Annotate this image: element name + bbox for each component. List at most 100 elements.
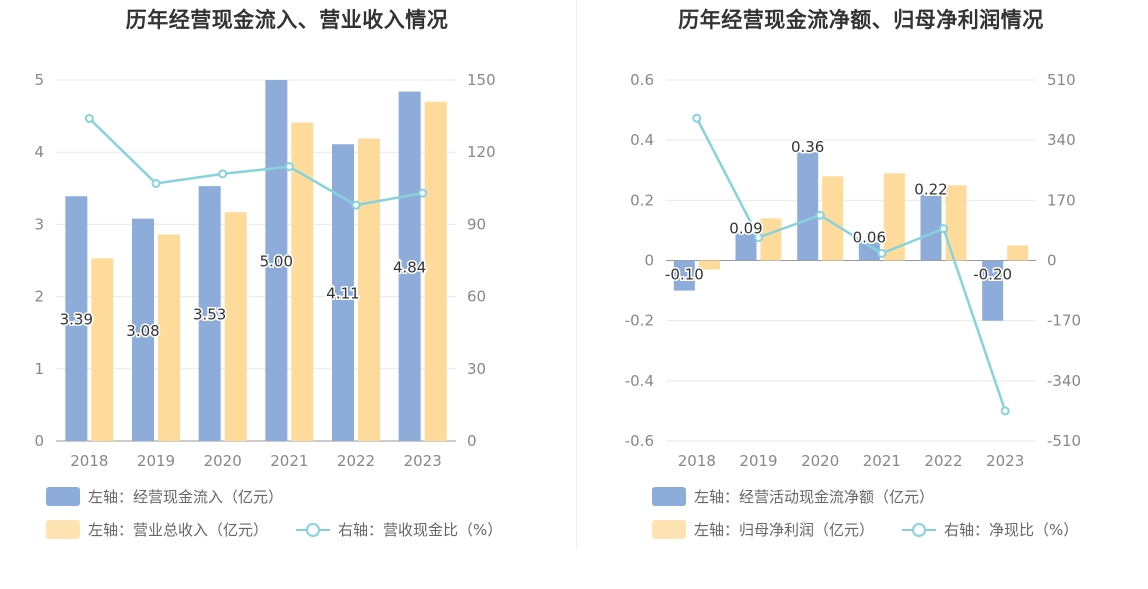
y-left-tick-label: 3	[34, 215, 44, 233]
bar-series-1	[65, 196, 88, 441]
bar-series-2	[291, 122, 314, 442]
bar-series-1	[332, 144, 354, 441]
bar-series-1	[132, 218, 154, 441]
y-right-tick-label: 340	[1047, 131, 1076, 149]
data-label: 0.36	[791, 138, 824, 156]
y-left-tick-label: 4	[34, 143, 44, 161]
y-left-tick-label: 5	[34, 71, 44, 89]
y-left-tick-label: 0.4	[630, 131, 654, 149]
legend-item-net-cash-ratio[interactable]: 右轴：净现比（%）	[902, 519, 1078, 540]
legend-item-ratio[interactable]: 右轴：营收现金比（%）	[296, 519, 502, 540]
x-tick-label: 2020	[204, 452, 242, 470]
y-right-tick-label: 30	[467, 360, 486, 378]
chart-panel-right: 历年经营现金流净额、归母净利润情况 -0.6 -0.4 -0.2 0 0.2 0.4 0.6…	[574, 0, 1148, 589]
chart-title: 历年经营现金流入、营业收入情况	[125, 8, 449, 32]
legend-label: 左轴：归母净利润（亿元）	[694, 521, 875, 539]
y-right-tick-label: -340	[1047, 372, 1081, 390]
legend-swatch-bar	[652, 520, 686, 539]
bar-series-2	[760, 218, 782, 261]
y-right-tick-label: 150	[467, 71, 496, 89]
legend-swatch-line	[902, 520, 936, 539]
y-left-tick-label: -0.6	[625, 432, 654, 450]
y-left-tick-label: -0.4	[625, 372, 654, 390]
line-point	[815, 210, 825, 220]
data-label: 3.08	[126, 322, 159, 340]
legend-item-revenue[interactable]: 左轴：营业总收入（亿元）	[46, 519, 268, 540]
bar-series-1	[673, 260, 695, 291]
x-tick-label: 2021	[863, 452, 901, 470]
y-right-tick-label: -510	[1047, 432, 1081, 450]
x-tick-label: 2018	[678, 452, 716, 470]
legend-label: 左轴：经营活动现金流净额（亿元）	[694, 488, 935, 506]
legend-label: 左轴：营业总收入（亿元）	[88, 521, 269, 539]
y-right-tick-label: 60	[467, 288, 486, 306]
bar-series-1	[398, 91, 421, 441]
x-tick-label: 2019	[137, 452, 175, 470]
y-right-tick-label: 0	[467, 432, 477, 450]
y-right-tick-label: 0	[1047, 252, 1057, 270]
data-label: 5.00	[260, 253, 293, 271]
x-tick-label: 2021	[270, 452, 308, 470]
y-left-tick-label: 0.2	[630, 191, 654, 209]
line-point	[84, 114, 94, 124]
x-tick-label: 2022	[337, 452, 375, 470]
y-right-tick-label: -170	[1047, 312, 1081, 330]
x-tick-label: 2019	[739, 452, 777, 470]
bar-series-2	[698, 260, 720, 270]
line-point	[754, 232, 763, 242]
y-left-tick-label: 1	[34, 360, 44, 378]
data-label: 3.39	[60, 311, 93, 329]
bar-series-1	[265, 80, 288, 441]
bar-series-2	[91, 258, 114, 441]
data-label: -0.10	[665, 266, 704, 284]
y-right-tick-label: 170	[1047, 191, 1076, 209]
bar-series-2	[224, 212, 247, 441]
y-left-tick-label: 0	[644, 252, 654, 270]
line-point	[284, 162, 294, 172]
legend-swatch-bar	[46, 487, 80, 506]
y-left-tick-label: 0	[34, 432, 44, 450]
bar-series-2	[424, 101, 447, 441]
line-point	[939, 224, 948, 234]
x-tick-label: 2020	[801, 452, 839, 470]
x-tick-label: 2023	[986, 452, 1024, 470]
panel-divider	[576, 0, 577, 550]
data-label: 0.06	[853, 228, 886, 246]
x-tick-label: 2023	[404, 452, 442, 470]
y-left-tick-label: 2	[34, 288, 44, 306]
data-label: 4.84	[393, 258, 426, 276]
chart-panel-left: 历年经营现金流入、营业收入情况 0 1 2 3 4 5 0 30 60 90 120 150 2018 2…	[34, 8, 502, 540]
y-right-tick-label: 510	[1047, 71, 1076, 89]
legend-swatch-bar	[652, 487, 686, 506]
legend-swatch-bar	[46, 520, 80, 539]
bar-series-2	[1007, 245, 1029, 261]
x-tick-label: 2022	[924, 452, 962, 470]
y-left-tick-label: -0.2	[625, 312, 654, 330]
line-point	[351, 200, 361, 210]
y-right-tick-label: 90	[467, 215, 486, 233]
legend-item-net-profit[interactable]: 左轴：归母净利润（亿元）	[652, 519, 874, 540]
data-label: 0.09	[729, 219, 762, 237]
bar-series-2	[358, 138, 380, 441]
legend-item-cash-inflow[interactable]: 左轴：经营现金流入（亿元）	[46, 486, 283, 507]
line-point	[151, 178, 161, 188]
bar-series-1	[198, 186, 221, 441]
legend-label: 右轴：营收现金比（%）	[338, 521, 503, 539]
line-series	[88, 117, 423, 207]
bar-series-1	[858, 242, 880, 261]
bar-series-1	[920, 194, 942, 261]
line-point	[877, 248, 887, 258]
bar-series-2	[883, 173, 905, 261]
bar-series-2	[822, 176, 844, 261]
line-series	[695, 117, 1007, 412]
line-point	[218, 169, 228, 179]
bar-series-1	[797, 152, 819, 261]
chart-canvas: 0 1 2 3 4 5 0 30 60 90 120 150 2018 2019 2020 2021 2022 2…	[34, 71, 496, 470]
x-tick-label: 2018	[70, 452, 108, 470]
legend-label: 左轴：经营现金流入（亿元）	[88, 488, 284, 506]
legend-swatch-line	[296, 520, 330, 539]
data-label: 4.11	[326, 285, 359, 303]
bar-series-2	[945, 185, 967, 261]
legend-item-net-cash-flow[interactable]: 左轴：经营活动现金流净额（亿元）	[652, 486, 934, 507]
data-label: -0.20	[973, 266, 1012, 284]
